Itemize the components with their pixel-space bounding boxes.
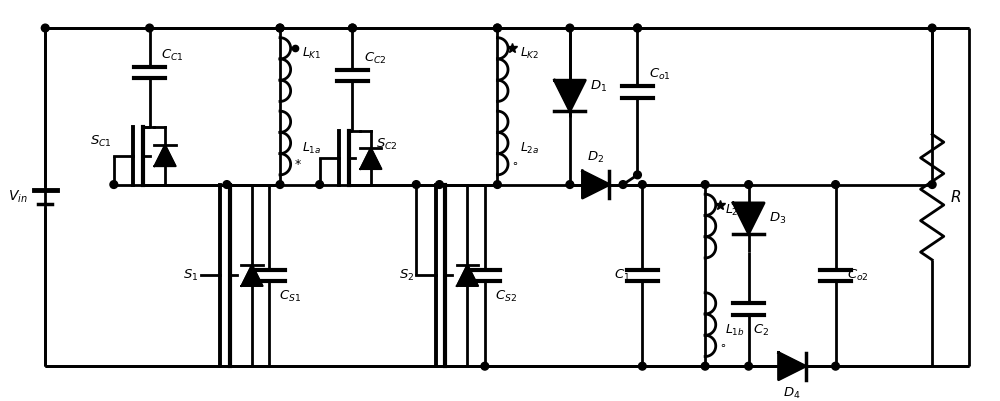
Polygon shape [554,80,585,111]
Circle shape [223,181,231,188]
Circle shape [638,363,646,370]
Circle shape [566,24,574,32]
Text: $\circ$: $\circ$ [719,339,726,349]
Circle shape [349,24,356,32]
Circle shape [494,181,501,188]
Text: $*$: $*$ [294,156,301,169]
Text: $D_3$: $D_3$ [769,211,786,226]
Circle shape [494,24,501,32]
Text: $C_2$: $C_2$ [753,323,770,338]
Text: $L_{1a}$: $L_{1a}$ [302,141,322,156]
Circle shape [745,363,752,370]
Circle shape [701,363,709,370]
Text: $S_{C1}$: $S_{C1}$ [90,134,112,149]
Polygon shape [457,265,478,286]
Circle shape [276,24,284,32]
Text: $S_{C2}$: $S_{C2}$ [376,136,397,152]
Text: $R$: $R$ [950,189,961,205]
Text: $L_{2b}$: $L_{2b}$ [725,203,745,218]
Circle shape [566,181,574,188]
Text: $L_{1b}$: $L_{1b}$ [725,322,745,338]
Circle shape [701,181,709,188]
Polygon shape [733,203,764,234]
Text: $L_{2a}$: $L_{2a}$ [520,141,539,156]
Circle shape [494,24,501,32]
Text: $C_{o1}$: $C_{o1}$ [649,67,671,82]
Polygon shape [582,171,609,198]
Circle shape [745,181,752,188]
Text: $\circ$: $\circ$ [511,157,518,167]
Circle shape [928,24,936,32]
Text: $C_{S1}$: $C_{S1}$ [279,289,301,304]
Circle shape [110,181,118,188]
Circle shape [146,24,153,32]
Text: $L_{K2}$: $L_{K2}$ [520,46,539,61]
Circle shape [276,181,284,188]
Circle shape [481,363,489,370]
Circle shape [412,181,420,188]
Text: $C_{C1}$: $C_{C1}$ [161,48,184,63]
Text: $C_{S2}$: $C_{S2}$ [495,289,517,304]
Text: $D_1$: $D_1$ [590,79,607,93]
Text: $L_{K1}$: $L_{K1}$ [302,46,322,61]
Circle shape [436,181,443,188]
Polygon shape [360,148,381,169]
Circle shape [634,24,641,32]
Circle shape [634,171,641,179]
Polygon shape [241,265,263,286]
Text: $C_{C2}$: $C_{C2}$ [364,51,387,65]
Circle shape [316,181,323,188]
Circle shape [928,181,936,188]
Circle shape [832,363,839,370]
Circle shape [832,181,839,188]
Text: $S_2$: $S_2$ [399,268,414,283]
Circle shape [634,24,641,32]
Text: $C_{o2}$: $C_{o2}$ [847,268,869,283]
Circle shape [638,181,646,188]
Circle shape [41,24,49,32]
Text: $V_{in}$: $V_{in}$ [8,189,28,205]
Circle shape [276,24,284,32]
Circle shape [349,24,356,32]
Text: $C_1$: $C_1$ [614,268,631,283]
Text: $D_4$: $D_4$ [783,385,801,401]
Text: $D_2$: $D_2$ [587,150,605,165]
Polygon shape [154,145,176,166]
Text: $S_1$: $S_1$ [183,268,199,283]
Polygon shape [779,352,806,380]
Circle shape [619,181,627,188]
